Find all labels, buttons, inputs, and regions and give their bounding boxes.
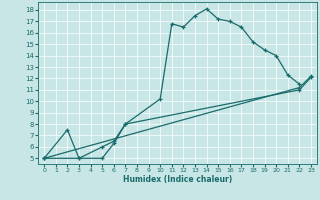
X-axis label: Humidex (Indice chaleur): Humidex (Indice chaleur) — [123, 175, 232, 184]
